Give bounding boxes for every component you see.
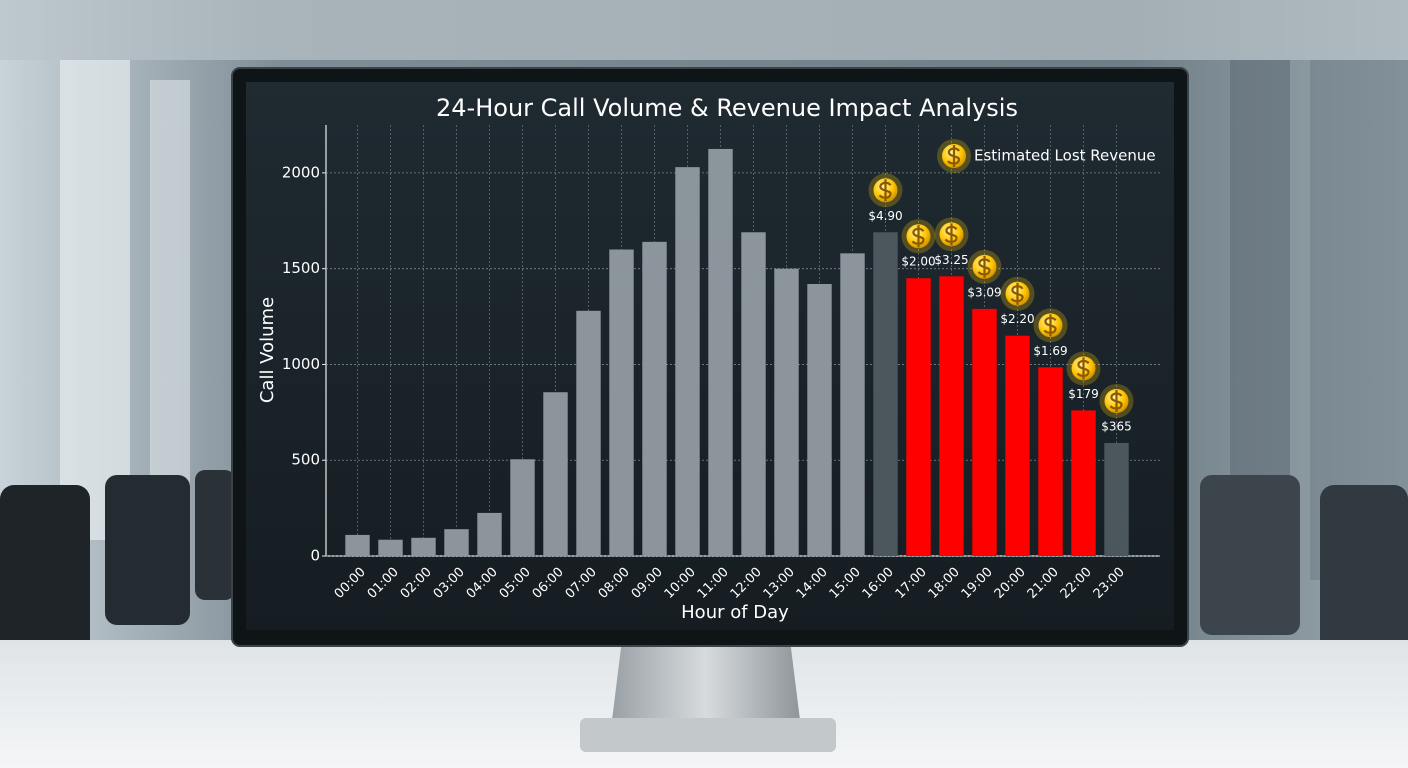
revenue-icon [1033,308,1068,343]
revenue-label: $179 [1068,387,1099,401]
bar [642,241,667,557]
bar [411,537,436,556]
bar [906,278,931,556]
bar [1071,410,1096,556]
revenue-icon [934,217,969,252]
revenue-label: $3.09 [967,285,1001,299]
revenue-icon [901,219,936,254]
bar [807,283,832,556]
y-tick-label: 1000 [282,355,320,373]
revenue-icon [868,173,903,208]
bar [576,310,601,556]
revenue-label: $2.00 [901,255,935,269]
dollar-sign [1010,282,1024,305]
bar [708,148,733,556]
bar [873,232,898,556]
y-axis-label: Call Volume [257,297,278,403]
bar [1038,367,1063,556]
dollar-sign [1076,357,1090,380]
x-axis-label: Hour of Day [681,602,789,623]
y-tick-label: 1500 [282,259,320,277]
bar [774,268,799,556]
bar [1104,442,1129,556]
y-tick-label: 0 [310,547,320,565]
bar [741,232,766,556]
dollar-sign [911,225,925,248]
dollar-sign [1109,389,1123,412]
revenue-label: $2.20 [1000,312,1034,326]
dollar-sign [1043,314,1057,337]
dollar-sign [977,255,991,278]
bar [609,249,634,556]
legend-icon [937,139,971,173]
legend-label: Estimated Lost Revenue [974,147,1156,165]
bar [378,539,403,556]
revenue-icon [1000,276,1035,311]
chart-title: 24-Hour Call Volume & Revenue Impact Ana… [436,94,1018,122]
bar [345,534,370,556]
bar [675,167,700,557]
revenue-label: $1.69 [1033,344,1067,358]
dollar-sign [878,179,892,202]
dollar-sign [944,223,958,246]
y-tick-label: 500 [291,451,320,469]
revenue-label: $365 [1101,419,1132,433]
bar [543,392,568,556]
bar [840,253,865,556]
bar [444,529,469,556]
bar [510,459,535,556]
revenue-label: $4.90 [868,209,902,223]
bar [477,512,502,556]
revenue-label: $3.25 [934,253,968,267]
y-tick-label: 2000 [282,163,320,181]
bar [972,308,997,556]
dollar-sign [947,145,961,167]
revenue-icon [1099,383,1134,418]
revenue-icon [967,249,1002,284]
bar [939,276,964,556]
revenue-icon [1066,351,1101,386]
bar [1005,335,1030,556]
